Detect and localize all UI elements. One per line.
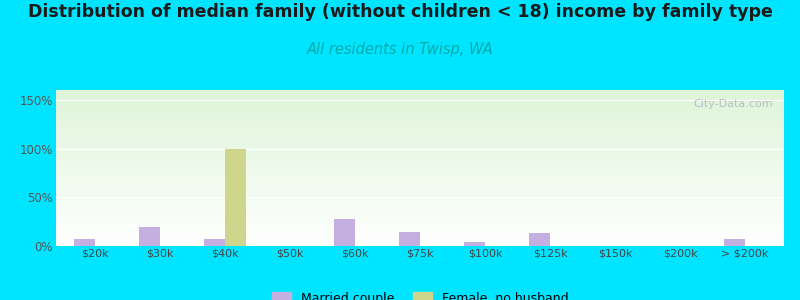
Bar bbox=[74, 239, 95, 246]
Bar bbox=[464, 242, 485, 246]
Bar bbox=[225, 148, 246, 246]
Bar bbox=[399, 232, 420, 246]
Text: All residents in Twisp, WA: All residents in Twisp, WA bbox=[306, 42, 494, 57]
Bar bbox=[204, 239, 225, 246]
Text: City-Data.com: City-Data.com bbox=[694, 99, 773, 110]
Bar bbox=[724, 239, 745, 246]
Bar bbox=[530, 233, 550, 246]
Bar bbox=[334, 219, 355, 246]
Legend: Married couple, Female, no husband: Married couple, Female, no husband bbox=[267, 286, 573, 300]
Bar bbox=[139, 226, 160, 246]
Text: Distribution of median family (without children < 18) income by family type: Distribution of median family (without c… bbox=[27, 3, 773, 21]
